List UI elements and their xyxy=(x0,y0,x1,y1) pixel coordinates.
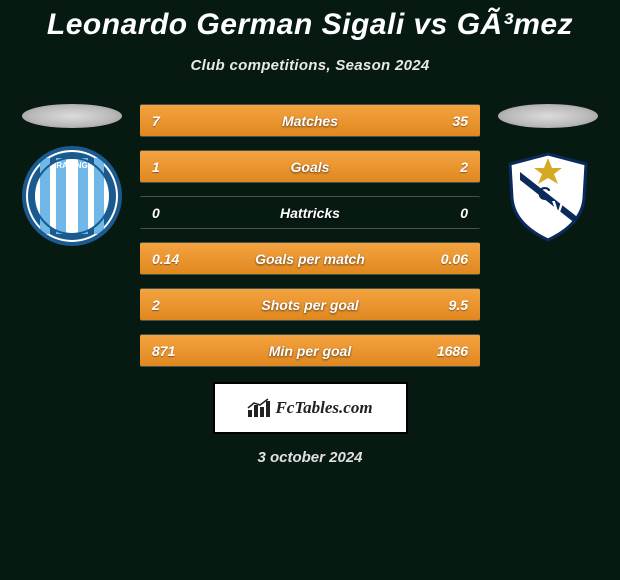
team-logo-right: C V xyxy=(498,146,598,246)
comparison-area: RACING 7 Matches 35 1 Goals 2 0 Hattricks 0 0.14 G… xyxy=(0,104,620,367)
stat-value-right: 9.5 xyxy=(449,297,468,313)
stat-value-left: 2 xyxy=(152,297,160,313)
date-label: 3 october 2024 xyxy=(0,449,620,466)
stat-value-right: 1686 xyxy=(437,343,468,359)
stat-row: 1 Goals 2 xyxy=(140,150,480,183)
subtitle: Club competitions, Season 2024 xyxy=(0,57,620,74)
stat-label: Shots per goal xyxy=(261,297,358,313)
stat-value-left: 0 xyxy=(152,205,160,221)
stat-row: 0.14 Goals per match 0.06 xyxy=(140,242,480,275)
stat-value-left: 0.14 xyxy=(152,251,179,267)
stat-row: 871 Min per goal 1686 xyxy=(140,334,480,367)
page-title: Leonardo German Sigali vs GÃ³mez xyxy=(0,0,620,42)
left-team-col: RACING xyxy=(22,104,122,246)
stat-label: Hattricks xyxy=(280,205,340,221)
team-logo-left: RACING xyxy=(22,146,122,246)
player-ellipse-right xyxy=(498,104,598,128)
stat-bar-left xyxy=(140,105,197,136)
stat-value-left: 871 xyxy=(152,343,175,359)
chart-icon xyxy=(247,398,271,418)
stat-row: 0 Hattricks 0 xyxy=(140,196,480,229)
stat-value-right: 35 xyxy=(452,113,468,129)
stat-value-left: 1 xyxy=(152,159,160,175)
brand-badge[interactable]: FcTables.com xyxy=(213,382,408,434)
stat-value-right: 2 xyxy=(460,159,468,175)
stat-label: Goals per match xyxy=(255,251,365,267)
player-ellipse-left xyxy=(22,104,122,128)
stat-bar-left xyxy=(140,289,199,320)
stat-row: 2 Shots per goal 9.5 xyxy=(140,288,480,321)
svg-text:C: C xyxy=(538,184,551,204)
stat-label: Min per goal xyxy=(269,343,351,359)
stat-label: Matches xyxy=(282,113,338,129)
stat-value-right: 0.06 xyxy=(441,251,468,267)
svg-text:RACING: RACING xyxy=(56,161,88,170)
stat-bar-right xyxy=(197,105,480,136)
stat-label: Goals xyxy=(291,159,330,175)
brand-label: FcTables.com xyxy=(275,398,372,418)
stat-value-right: 0 xyxy=(460,205,468,221)
stat-value-left: 7 xyxy=(152,113,160,129)
stats-column: 7 Matches 35 1 Goals 2 0 Hattricks 0 0.14 Goals pe… xyxy=(140,104,480,367)
stat-row: 7 Matches 35 xyxy=(140,104,480,137)
stat-bar-right xyxy=(253,151,480,182)
right-team-col: C V xyxy=(498,104,598,246)
svg-text:V: V xyxy=(552,198,564,218)
